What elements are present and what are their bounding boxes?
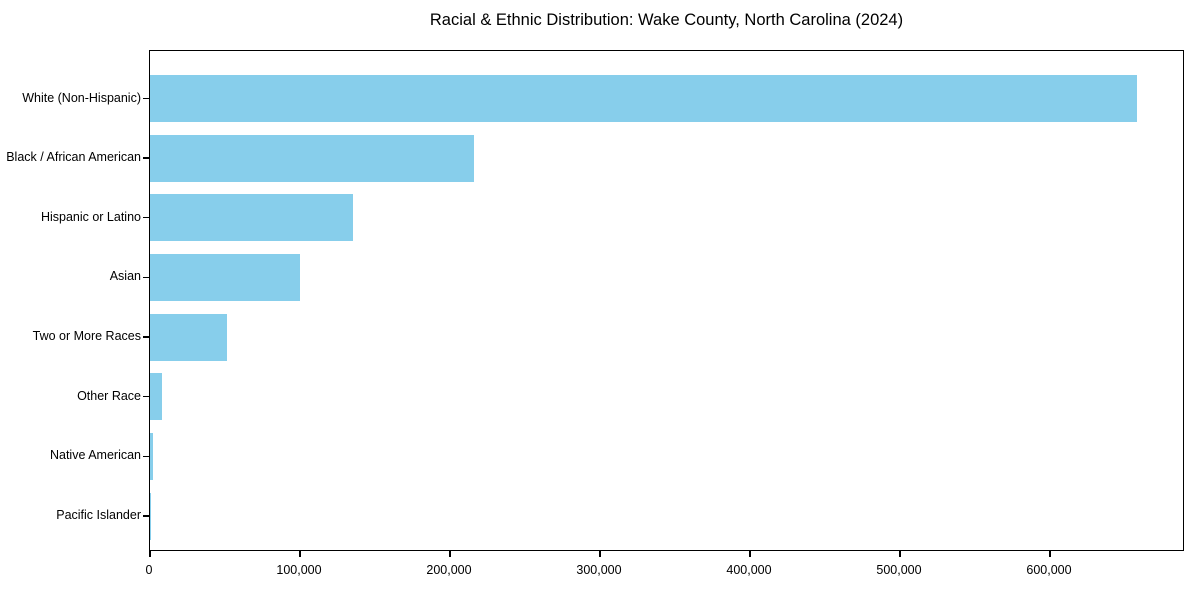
- bar-hispanic-or-latino: [150, 194, 353, 242]
- bar-black-african-american: [150, 134, 474, 182]
- x-tick-label-0: 0: [145, 563, 153, 577]
- x-tick-mark: [1049, 551, 1051, 557]
- bar-two-or-more-races: [150, 313, 227, 361]
- x-tick-mark: [749, 551, 751, 557]
- bar-other-race: [150, 373, 162, 421]
- y-tick-mark: [143, 217, 149, 219]
- x-tick-mark: [149, 551, 151, 557]
- x-tick-label-300-000: 300,000: [576, 563, 622, 577]
- x-tick-label-100-000: 100,000: [276, 563, 322, 577]
- y-tick-label-native-american: Native American: [49, 448, 141, 463]
- y-tick-label-white-non-hispanic: White (Non-Hispanic): [22, 90, 141, 105]
- y-tick-mark: [143, 515, 149, 517]
- y-tick-mark: [143, 396, 149, 398]
- x-tick-mark: [299, 551, 301, 557]
- y-tick-mark: [143, 97, 149, 100]
- y-tick-label-pacific-islander: Pacific Islander: [56, 508, 141, 523]
- x-tick-label-400-000: 400,000: [726, 563, 772, 577]
- x-tick-mark: [599, 551, 601, 557]
- y-tick-label-asian: Asian: [109, 269, 141, 284]
- x-tick-label-500-000: 500,000: [876, 563, 922, 577]
- bar-native-american: [150, 432, 153, 480]
- y-tick-mark: [143, 276, 149, 279]
- y-tick-mark: [143, 336, 149, 338]
- bar-pacific-islander: [150, 492, 151, 540]
- chart-title: Racial & Ethnic Distribution: Wake Count…: [429, 11, 904, 29]
- plot-area: [143, 50, 1184, 557]
- bar-white-non-hispanic: [150, 75, 1137, 122]
- y-tick-label-other-race: Other Race: [77, 388, 141, 403]
- x-tick-label-600-000: 600,000: [1026, 563, 1072, 577]
- x-tick-mark: [899, 551, 901, 557]
- y-tick-label-black-african-american: Black / African American: [6, 150, 141, 165]
- bar-asian: [150, 253, 300, 301]
- y-tick-mark: [143, 455, 149, 458]
- y-tick-mark: [143, 157, 149, 159]
- x-tick-mark: [449, 551, 451, 557]
- x-tick-label-200-000: 200,000: [426, 563, 472, 577]
- y-tick-label-two-or-more-races: Two or More Races: [32, 329, 141, 344]
- y-tick-label-hispanic-or-latino: Hispanic or Latino: [40, 209, 141, 224]
